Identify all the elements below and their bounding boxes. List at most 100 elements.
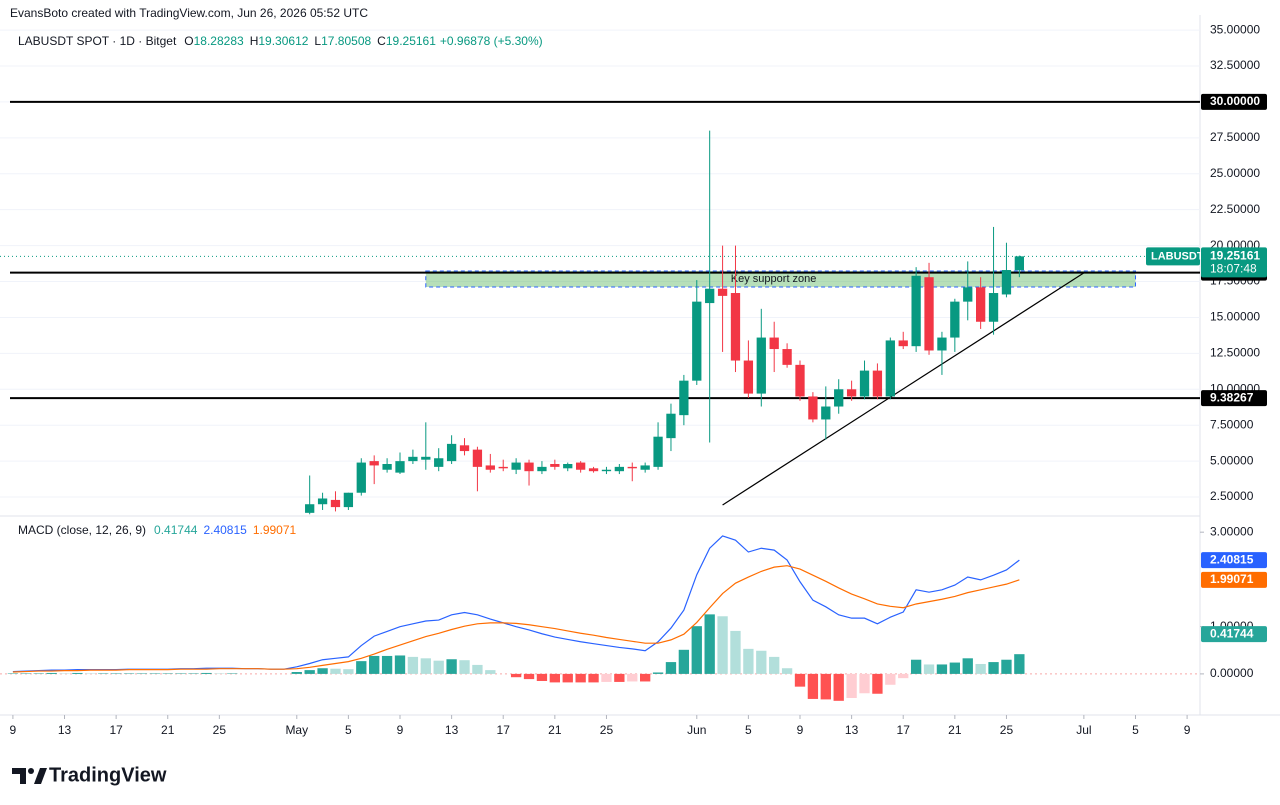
histogram-bar [523, 673, 535, 680]
y-tick-label: 35.00000 [1210, 22, 1260, 36]
level-label-box [1201, 93, 1267, 110]
candle-body [485, 465, 495, 470]
histogram-bar [485, 670, 496, 674]
candle-body [627, 466, 637, 469]
histogram-bar [820, 673, 831, 700]
histogram-bar [536, 673, 548, 681]
candle-body [550, 463, 560, 467]
ohlc-value: 17.80508 [321, 34, 371, 48]
candle-body [408, 456, 418, 462]
ticker-box [1146, 247, 1200, 266]
candle-body [846, 389, 857, 397]
macd-hist-value: 0.41744 [154, 523, 198, 537]
ohlc-value: 19.25161 [386, 34, 436, 48]
histogram-bar [201, 672, 212, 674]
candle-body [472, 449, 483, 467]
candle-body [524, 462, 534, 472]
candle-body [769, 337, 779, 350]
macd-value-label-box [1201, 571, 1267, 588]
candle-body [717, 288, 728, 296]
candle-body [911, 275, 921, 347]
macd-value-label: 1.99071 [1210, 572, 1254, 586]
level-label: 30.00000 [1210, 94, 1260, 108]
histogram-bar [614, 673, 625, 682]
histogram-bar [691, 626, 702, 674]
histogram-bar [730, 630, 741, 674]
support-zone [425, 270, 1136, 288]
histogram-bar [988, 662, 999, 674]
candle-body [588, 468, 599, 472]
histogram-bar [652, 672, 664, 674]
histogram-bar [304, 670, 315, 674]
trendline [722, 272, 1085, 506]
candle-body [872, 370, 883, 397]
x-tick-label: 5 [745, 723, 752, 737]
histogram-bar [975, 663, 986, 674]
y-tick-label: 12.50000 [1210, 346, 1260, 360]
candle-body [498, 466, 508, 469]
candle-body [653, 436, 663, 467]
histogram-bar [807, 673, 819, 699]
histogram-bar [743, 648, 754, 674]
histogram-bar [704, 614, 715, 674]
macd-title: MACD (close, 12, 26, 9) [18, 523, 146, 537]
macd-legend: MACD (close, 12, 26, 9) 0.41744 2.40815 1.9… [18, 523, 297, 537]
level-label-box [1201, 390, 1267, 407]
header-credit: EvansBoto created with TradingView.com, … [10, 6, 368, 20]
x-tick-label: Jun [687, 723, 706, 737]
logo-mark [34, 768, 47, 784]
x-tick-label: 9 [397, 723, 404, 737]
histogram-bar [794, 673, 806, 687]
candle-body [756, 337, 766, 394]
macd-tick-label: 3.00000 [1210, 524, 1254, 538]
candle-body [795, 364, 805, 397]
y-tick-label: 25.00000 [1210, 166, 1260, 180]
histogram-bar [562, 673, 573, 683]
histogram-bar [510, 673, 522, 678]
footer-brand: TradingView [49, 764, 167, 786]
histogram-bar [910, 659, 922, 674]
candle-body [434, 458, 444, 467]
candle-body [305, 504, 315, 513]
support-zone-label: Key support zone [731, 273, 817, 285]
y-tick-label: 27.50000 [1210, 130, 1260, 144]
candle-body [898, 340, 908, 347]
candle-body [976, 287, 986, 322]
candle-body [576, 462, 586, 470]
histogram-bar [923, 664, 935, 674]
logo [12, 768, 47, 784]
candle-body [679, 380, 689, 416]
x-tick-label: 5 [1132, 723, 1139, 737]
last-price-label: 19.25161 [1210, 249, 1260, 263]
candle-body [369, 461, 379, 466]
candle-body [988, 293, 999, 322]
histogram-bar [1014, 654, 1025, 674]
candle-body [692, 301, 702, 381]
candle-body [834, 389, 844, 407]
candle-body [950, 301, 960, 338]
histogram-bar [872, 673, 883, 694]
histogram-bar [549, 673, 560, 683]
candle-body [395, 461, 405, 473]
ohlc-value: 19.30612 [258, 34, 308, 48]
ohlc-key: H [250, 34, 259, 48]
candle-body [446, 443, 457, 462]
histogram-bar [72, 672, 83, 674]
histogram-bar [369, 655, 380, 674]
candle-body [640, 465, 650, 470]
candle-body [601, 469, 612, 472]
candle-body [421, 456, 431, 460]
x-tick-label: 9 [10, 723, 17, 737]
histogram-bar [949, 662, 960, 674]
histogram-bar [769, 656, 780, 674]
x-tick-label: 13 [445, 723, 459, 737]
histogram-bar [627, 673, 638, 682]
candle-body [808, 396, 818, 420]
histogram-bar [936, 664, 948, 674]
macd-tick-label: 0.00000 [1210, 666, 1254, 680]
histogram-bar [420, 658, 431, 674]
histogram-bar [859, 673, 870, 694]
x-tick-label: 21 [161, 723, 175, 737]
candle-body [730, 293, 741, 361]
